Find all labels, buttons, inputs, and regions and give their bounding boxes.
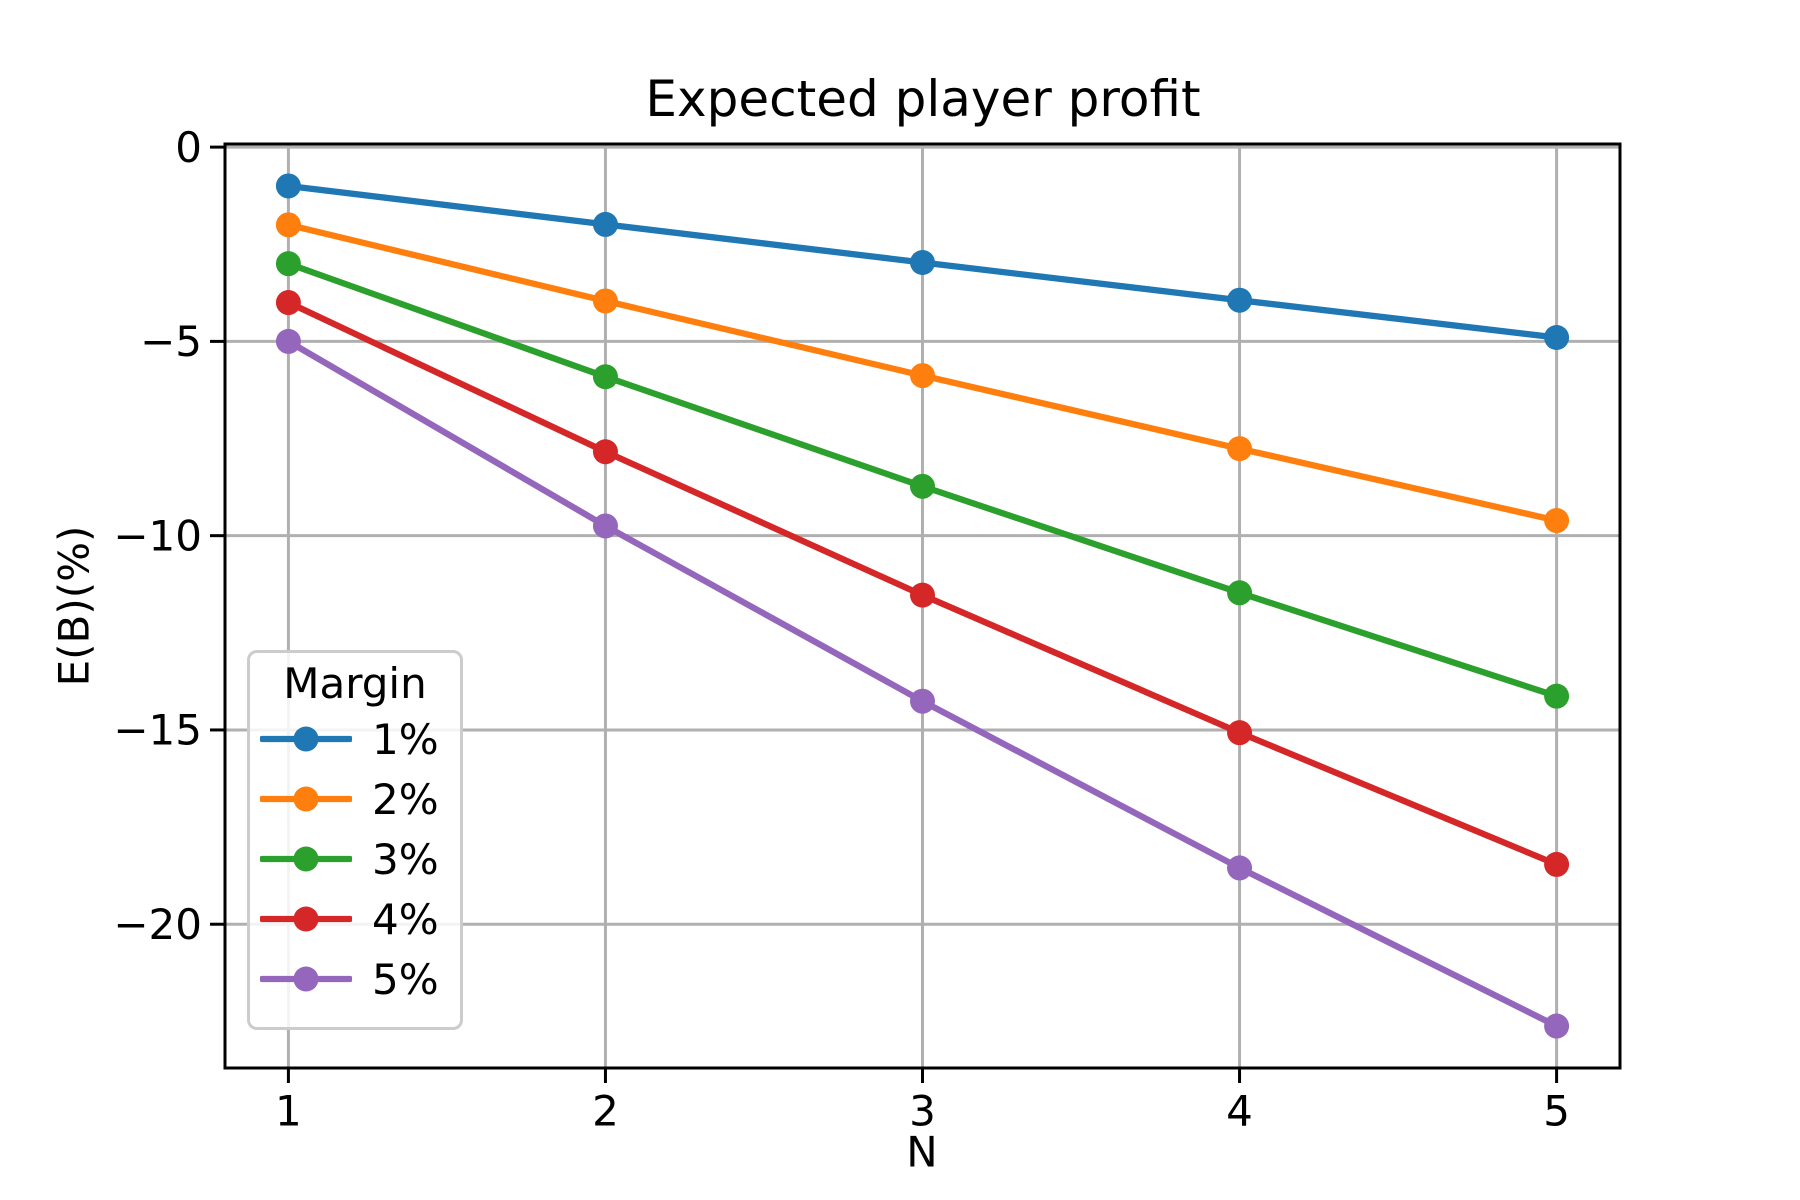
data-point-marker xyxy=(275,212,301,238)
y-tick-label: −20 xyxy=(113,900,202,949)
x-axis-label: N xyxy=(906,1127,938,1177)
x-tick-label: 4 xyxy=(1226,1087,1253,1136)
data-point-marker xyxy=(1544,1013,1570,1039)
data-point-marker xyxy=(910,688,935,714)
legend-item: 3% xyxy=(250,829,460,889)
data-point-marker xyxy=(1544,325,1570,351)
data-point-marker xyxy=(592,439,618,465)
data-point-marker xyxy=(1544,851,1570,877)
y-tick-label: 0 xyxy=(175,123,202,172)
legend-line-marker-icon xyxy=(260,726,352,752)
legend-item-label: 5% xyxy=(372,954,439,1004)
x-tick-label: 2 xyxy=(592,1087,619,1136)
data-point-marker xyxy=(910,473,935,499)
legend-line-marker-icon xyxy=(260,786,352,812)
legend-item: 5% xyxy=(250,949,460,1009)
data-point-marker xyxy=(275,173,301,199)
x-tick-label: 1 xyxy=(275,1087,302,1136)
x-tick-label: 5 xyxy=(1543,1087,1570,1136)
legend-items: 1% 2% 3% 4% 5% xyxy=(250,709,460,1009)
legend-item-label: 1% xyxy=(372,714,439,764)
legend-item: 2% xyxy=(250,769,460,829)
legend-line-marker-icon xyxy=(260,906,352,932)
y-tick-label: −10 xyxy=(113,511,202,560)
y-axis-label: E(B)(%) xyxy=(49,525,99,687)
data-point-marker xyxy=(1227,580,1253,606)
data-point-marker xyxy=(910,582,935,608)
data-point-marker xyxy=(592,288,618,314)
data-point-marker xyxy=(1544,683,1570,709)
y-tick-label: −5 xyxy=(140,317,202,366)
data-point-marker xyxy=(592,211,618,237)
chart-title: Expected player profit xyxy=(645,70,1201,128)
data-point-marker xyxy=(1544,508,1570,534)
data-point-marker xyxy=(1227,287,1253,313)
legend: Margin 1% 2% 3% 4% 5% xyxy=(247,650,463,1030)
data-point-marker xyxy=(275,290,301,316)
legend-item-label: 4% xyxy=(372,894,439,944)
legend-item-label: 3% xyxy=(372,834,439,884)
x-tick-label: 3 xyxy=(909,1087,936,1136)
data-point-marker xyxy=(275,328,301,354)
legend-line-marker-icon xyxy=(260,966,352,992)
legend-title: Margin xyxy=(283,659,427,708)
data-point-marker xyxy=(910,363,935,389)
legend-item: 4% xyxy=(250,889,460,949)
y-tick-label: −15 xyxy=(113,706,202,755)
data-point-marker xyxy=(275,251,301,277)
data-point-marker xyxy=(592,513,618,539)
data-point-marker xyxy=(592,364,618,390)
legend-item: 1% xyxy=(250,709,460,769)
data-point-marker xyxy=(1227,436,1253,462)
legend-line-marker-icon xyxy=(260,846,352,872)
data-point-marker xyxy=(910,250,935,276)
data-point-marker xyxy=(1227,855,1253,881)
data-point-marker xyxy=(1227,720,1253,746)
legend-item-label: 2% xyxy=(372,774,439,824)
